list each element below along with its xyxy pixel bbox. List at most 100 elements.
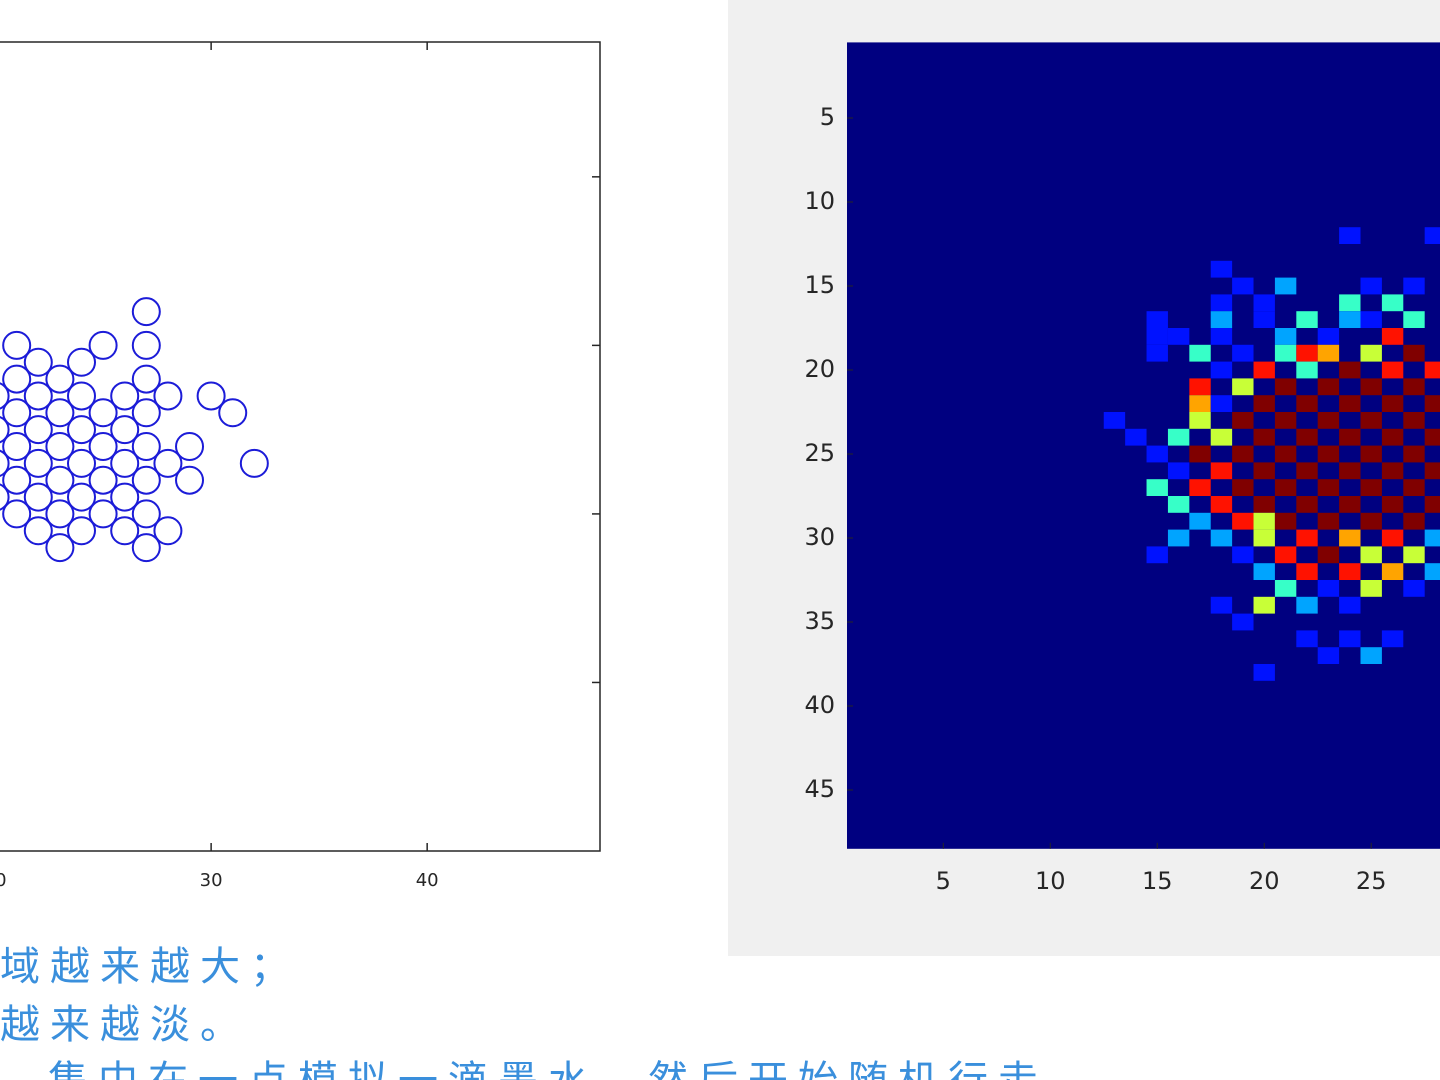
x-tick-label: 15 (1142, 867, 1173, 895)
cell (1274, 512, 1297, 530)
cell (1253, 529, 1275, 547)
point (131, 364, 161, 394)
cell (1317, 512, 1340, 530)
point (2, 465, 32, 495)
cell (1424, 227, 1440, 244)
cell (1274, 412, 1297, 429)
cell (1210, 294, 1233, 312)
cell (1210, 462, 1233, 480)
cell (1403, 512, 1425, 530)
cell (1253, 294, 1275, 312)
x-tick-label: 25 (1356, 867, 1387, 895)
cell (1403, 412, 1425, 429)
cell (1317, 378, 1340, 396)
cell (1274, 479, 1297, 496)
cell (1403, 479, 1425, 496)
cell (1210, 496, 1233, 513)
cell (1339, 529, 1361, 547)
x-tick-label: 40 (416, 870, 439, 891)
cell (1381, 563, 1404, 580)
cell (1210, 328, 1233, 345)
point (153, 381, 183, 411)
point (67, 482, 96, 512)
point (218, 398, 248, 428)
cell (1167, 328, 1190, 345)
cell (1360, 344, 1382, 362)
cell (1274, 378, 1297, 396)
cell (1125, 428, 1147, 446)
cell (1339, 428, 1361, 446)
cell (1317, 412, 1340, 429)
cell (1360, 378, 1382, 396)
point (45, 364, 75, 394)
cell (1339, 294, 1361, 312)
point (23, 448, 53, 478)
cell (1339, 496, 1361, 513)
cell (1424, 529, 1440, 547)
cell (1424, 563, 1440, 580)
cell (1339, 462, 1361, 480)
cell (1253, 512, 1275, 530)
point (2, 499, 32, 529)
cell (1210, 361, 1233, 379)
cell (1360, 311, 1382, 328)
cell (1339, 311, 1361, 328)
cell (1146, 445, 1168, 463)
cell (1253, 496, 1275, 513)
cell (1274, 580, 1297, 597)
cell (1232, 378, 1254, 396)
cell (1360, 412, 1382, 429)
cell (1232, 344, 1254, 362)
point (110, 516, 140, 546)
cell (1232, 613, 1254, 631)
cell (1274, 546, 1297, 564)
cell (1189, 378, 1211, 396)
point (131, 297, 161, 327)
point (88, 499, 118, 529)
point (110, 415, 140, 445)
x-tick-label: 10 (1035, 867, 1066, 895)
cell (1317, 344, 1340, 362)
point (45, 465, 75, 495)
y-tick-label: 25 (804, 439, 835, 467)
cell (1146, 311, 1168, 328)
cell (1253, 395, 1275, 412)
cell (1253, 664, 1275, 681)
y-tick-label: 10 (804, 187, 835, 215)
plot-area (0, 41, 601, 852)
point (196, 381, 226, 411)
cell (1274, 277, 1297, 295)
y-tick-label: 5 (820, 103, 835, 131)
cell (1146, 546, 1168, 564)
cell (1403, 580, 1425, 597)
cell (1403, 378, 1425, 396)
cell (1210, 311, 1233, 328)
cell (1296, 462, 1318, 480)
x-tick-label: 5 (936, 867, 951, 895)
cell (1296, 596, 1318, 614)
point (131, 398, 161, 428)
cell (1317, 580, 1340, 597)
heatmap-background (847, 42, 1440, 849)
cell (1296, 428, 1318, 446)
cell (1339, 395, 1361, 412)
point (153, 448, 183, 478)
cell (1403, 311, 1425, 328)
point (67, 516, 96, 546)
y-tick-label: 45 (804, 775, 835, 803)
point (131, 330, 161, 360)
cell (1339, 563, 1361, 580)
cell (1296, 344, 1318, 362)
y-tick-label: 15 (804, 271, 835, 299)
cell (1167, 496, 1190, 513)
point (131, 465, 161, 495)
point (0, 483, 10, 511)
cell (1146, 328, 1168, 345)
cell (1339, 361, 1361, 379)
cell (1274, 344, 1297, 362)
cell (1381, 395, 1404, 412)
cell (1360, 546, 1382, 564)
cell (1167, 428, 1190, 446)
